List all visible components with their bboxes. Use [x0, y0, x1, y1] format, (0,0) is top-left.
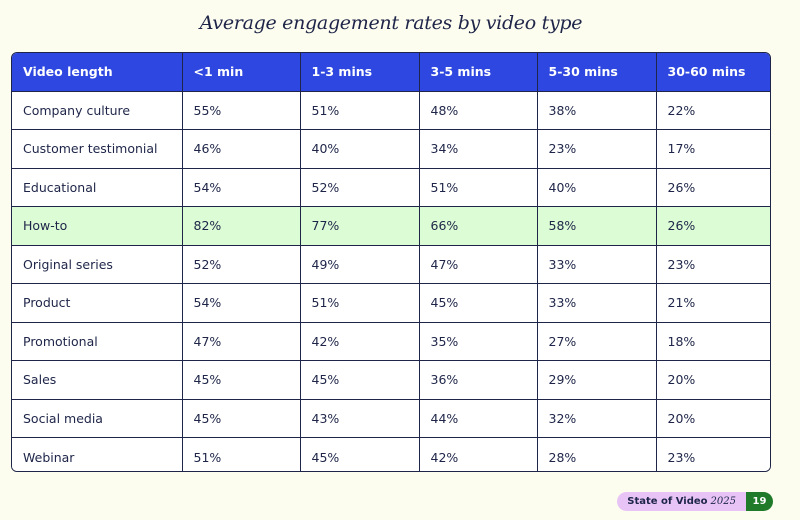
- table-cell: 51%: [300, 283, 420, 323]
- table-row: Product 54% 51% 45% 33% 21%: [12, 283, 770, 323]
- table-row-highlighted: How-to 82% 77% 66% 58% 26%: [12, 206, 770, 246]
- row-label: Educational: [12, 168, 183, 207]
- table-cell: 52%: [182, 245, 301, 284]
- table-cell: 23%: [656, 245, 770, 284]
- table-cell: 43%: [300, 399, 420, 438]
- page-number-badge: 19: [746, 492, 773, 511]
- table-cell: 20%: [656, 360, 770, 400]
- row-label: Sales: [12, 360, 183, 400]
- row-label: Customer testimonial: [12, 129, 183, 169]
- table-cell: 34%: [419, 129, 538, 169]
- engagement-table: Video length <1 min 1-3 mins 3-5 mins 5-…: [11, 52, 771, 472]
- table-cell: 23%: [656, 437, 770, 471]
- table-cell: 26%: [656, 168, 770, 207]
- column-header: 30-60 mins: [656, 53, 770, 92]
- table-cell: 17%: [656, 129, 770, 169]
- table-cell: 42%: [419, 437, 538, 471]
- page-footer: State of Video 2025 19: [617, 492, 773, 511]
- table-row: Original series 52% 49% 47% 33% 23%: [12, 245, 770, 284]
- table-cell: 23%: [537, 129, 657, 169]
- report-label: State of Video: [627, 496, 708, 507]
- column-header: 1-3 mins: [300, 53, 420, 92]
- table-cell: 21%: [656, 283, 770, 323]
- row-label: Product: [12, 283, 183, 323]
- table-cell: 51%: [182, 437, 301, 471]
- row-label: Webinar: [12, 437, 183, 471]
- page-title: Average engagement rates by video type: [199, 12, 583, 34]
- table-cell: 35%: [419, 322, 538, 361]
- column-header: Video length: [12, 53, 183, 92]
- row-label: Promotional: [12, 322, 183, 361]
- table-cell: 45%: [300, 437, 420, 471]
- table-cell: 28%: [537, 437, 657, 471]
- table-cell: 54%: [182, 283, 301, 323]
- table-cell: 18%: [656, 322, 770, 361]
- row-label: Company culture: [12, 91, 183, 130]
- table-cell: 52%: [300, 168, 420, 207]
- table-cell: 58%: [537, 206, 657, 246]
- table-cell: 29%: [537, 360, 657, 400]
- table-cell: 40%: [300, 129, 420, 169]
- column-header: <1 min: [182, 53, 301, 92]
- table-cell: 45%: [419, 283, 538, 323]
- table-cell: 33%: [537, 245, 657, 284]
- table-cell: 32%: [537, 399, 657, 438]
- table-row: Educational 54% 52% 51% 40% 26%: [12, 168, 770, 207]
- table-cell: 40%: [537, 168, 657, 207]
- table-cell: 77%: [300, 206, 420, 246]
- table-cell: 45%: [300, 360, 420, 400]
- table-cell: 22%: [656, 91, 770, 130]
- table-cell: 82%: [182, 206, 301, 246]
- table-cell: 45%: [182, 399, 301, 438]
- column-header: 5-30 mins: [537, 53, 657, 92]
- table-row: Promotional 47% 42% 35% 27% 18%: [12, 322, 770, 361]
- table-cell: 49%: [300, 245, 420, 284]
- table-cell: 45%: [182, 360, 301, 400]
- table-row: Social media 45% 43% 44% 32% 20%: [12, 399, 770, 438]
- table-cell: 48%: [419, 91, 538, 130]
- table-header-row: Video length <1 min 1-3 mins 3-5 mins 5-…: [12, 53, 770, 92]
- table-cell: 20%: [656, 399, 770, 438]
- table-row: Sales 45% 45% 36% 29% 20%: [12, 360, 770, 400]
- table-cell: 55%: [182, 91, 301, 130]
- table-cell: 33%: [537, 283, 657, 323]
- table-row: Customer testimonial 46% 40% 34% 23% 17%: [12, 129, 770, 169]
- table-cell: 47%: [182, 322, 301, 361]
- table-row: Company culture 55% 51% 48% 38% 22%: [12, 91, 770, 130]
- table-cell: 66%: [419, 206, 538, 246]
- table-row: Webinar 51% 45% 42% 28% 23%: [12, 437, 770, 471]
- table-cell: 27%: [537, 322, 657, 361]
- table-cell: 54%: [182, 168, 301, 207]
- report-label-pill: State of Video 2025: [617, 492, 746, 511]
- row-label: Original series: [12, 245, 183, 284]
- table-cell: 51%: [419, 168, 538, 207]
- table-cell: 47%: [419, 245, 538, 284]
- row-label: Social media: [12, 399, 183, 438]
- table-cell: 38%: [537, 91, 657, 130]
- table-cell: 46%: [182, 129, 301, 169]
- table-cell: 44%: [419, 399, 538, 438]
- report-year: 2025: [710, 496, 736, 507]
- row-label: How-to: [12, 206, 183, 246]
- table-cell: 26%: [656, 206, 770, 246]
- column-header: 3-5 mins: [419, 53, 538, 92]
- table-cell: 42%: [300, 322, 420, 361]
- table-cell: 36%: [419, 360, 538, 400]
- table-cell: 51%: [300, 91, 420, 130]
